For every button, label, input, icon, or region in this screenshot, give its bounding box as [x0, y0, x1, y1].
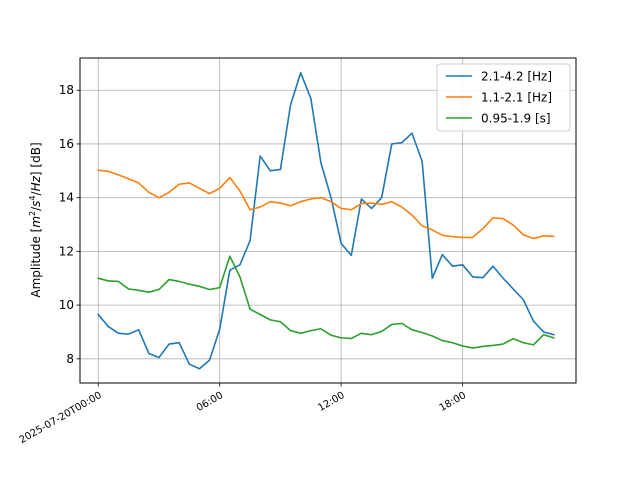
y-tick-label-3: 14 [59, 191, 74, 205]
series-line-2 [97, 255, 555, 349]
ylabel-s: s [29, 201, 43, 207]
legend-label-1: 1.1-2.1 [Hz] [481, 91, 552, 105]
ylabel-m: m [29, 216, 43, 228]
series-line-1 [97, 169, 555, 240]
y-axis-label: Amplitude [m2/s4/Hz] [dB] [28, 142, 43, 297]
y-tick-label-0: 8 [66, 352, 74, 366]
legend-box [436, 63, 571, 132]
ylabel-suffix: ] [dB] [29, 142, 43, 176]
grid-lines [80, 58, 576, 383]
plot-frame [79, 57, 577, 384]
series-lines [97, 71, 555, 370]
y-tick-label-4: 16 [59, 137, 74, 151]
ylabel-hz: Hz [29, 175, 43, 191]
series-line-0 [97, 71, 555, 370]
ylabel-slash-1: / [29, 206, 43, 211]
y-axis: 8 10 12 14 16 18 [59, 83, 80, 366]
ylabel-slash-2: / [29, 190, 43, 195]
y-tick-label-5: 18 [59, 83, 74, 97]
ylabel-exp-4: 4 [28, 195, 37, 200]
y-tick-label-1: 10 [59, 298, 74, 312]
y-tick-label-2: 12 [59, 244, 74, 258]
ylabel-prefix: Amplitude [ [29, 228, 43, 298]
legend: 2.1-4.2 [Hz] 1.1-2.1 [Hz] 0.95-1.9 [s] [436, 63, 571, 132]
legend-label-0: 2.1-4.2 [Hz] [481, 70, 552, 84]
legend-label-2: 0.95-1.9 [s] [481, 112, 551, 126]
ylabel-exp-2: 2 [28, 211, 37, 216]
